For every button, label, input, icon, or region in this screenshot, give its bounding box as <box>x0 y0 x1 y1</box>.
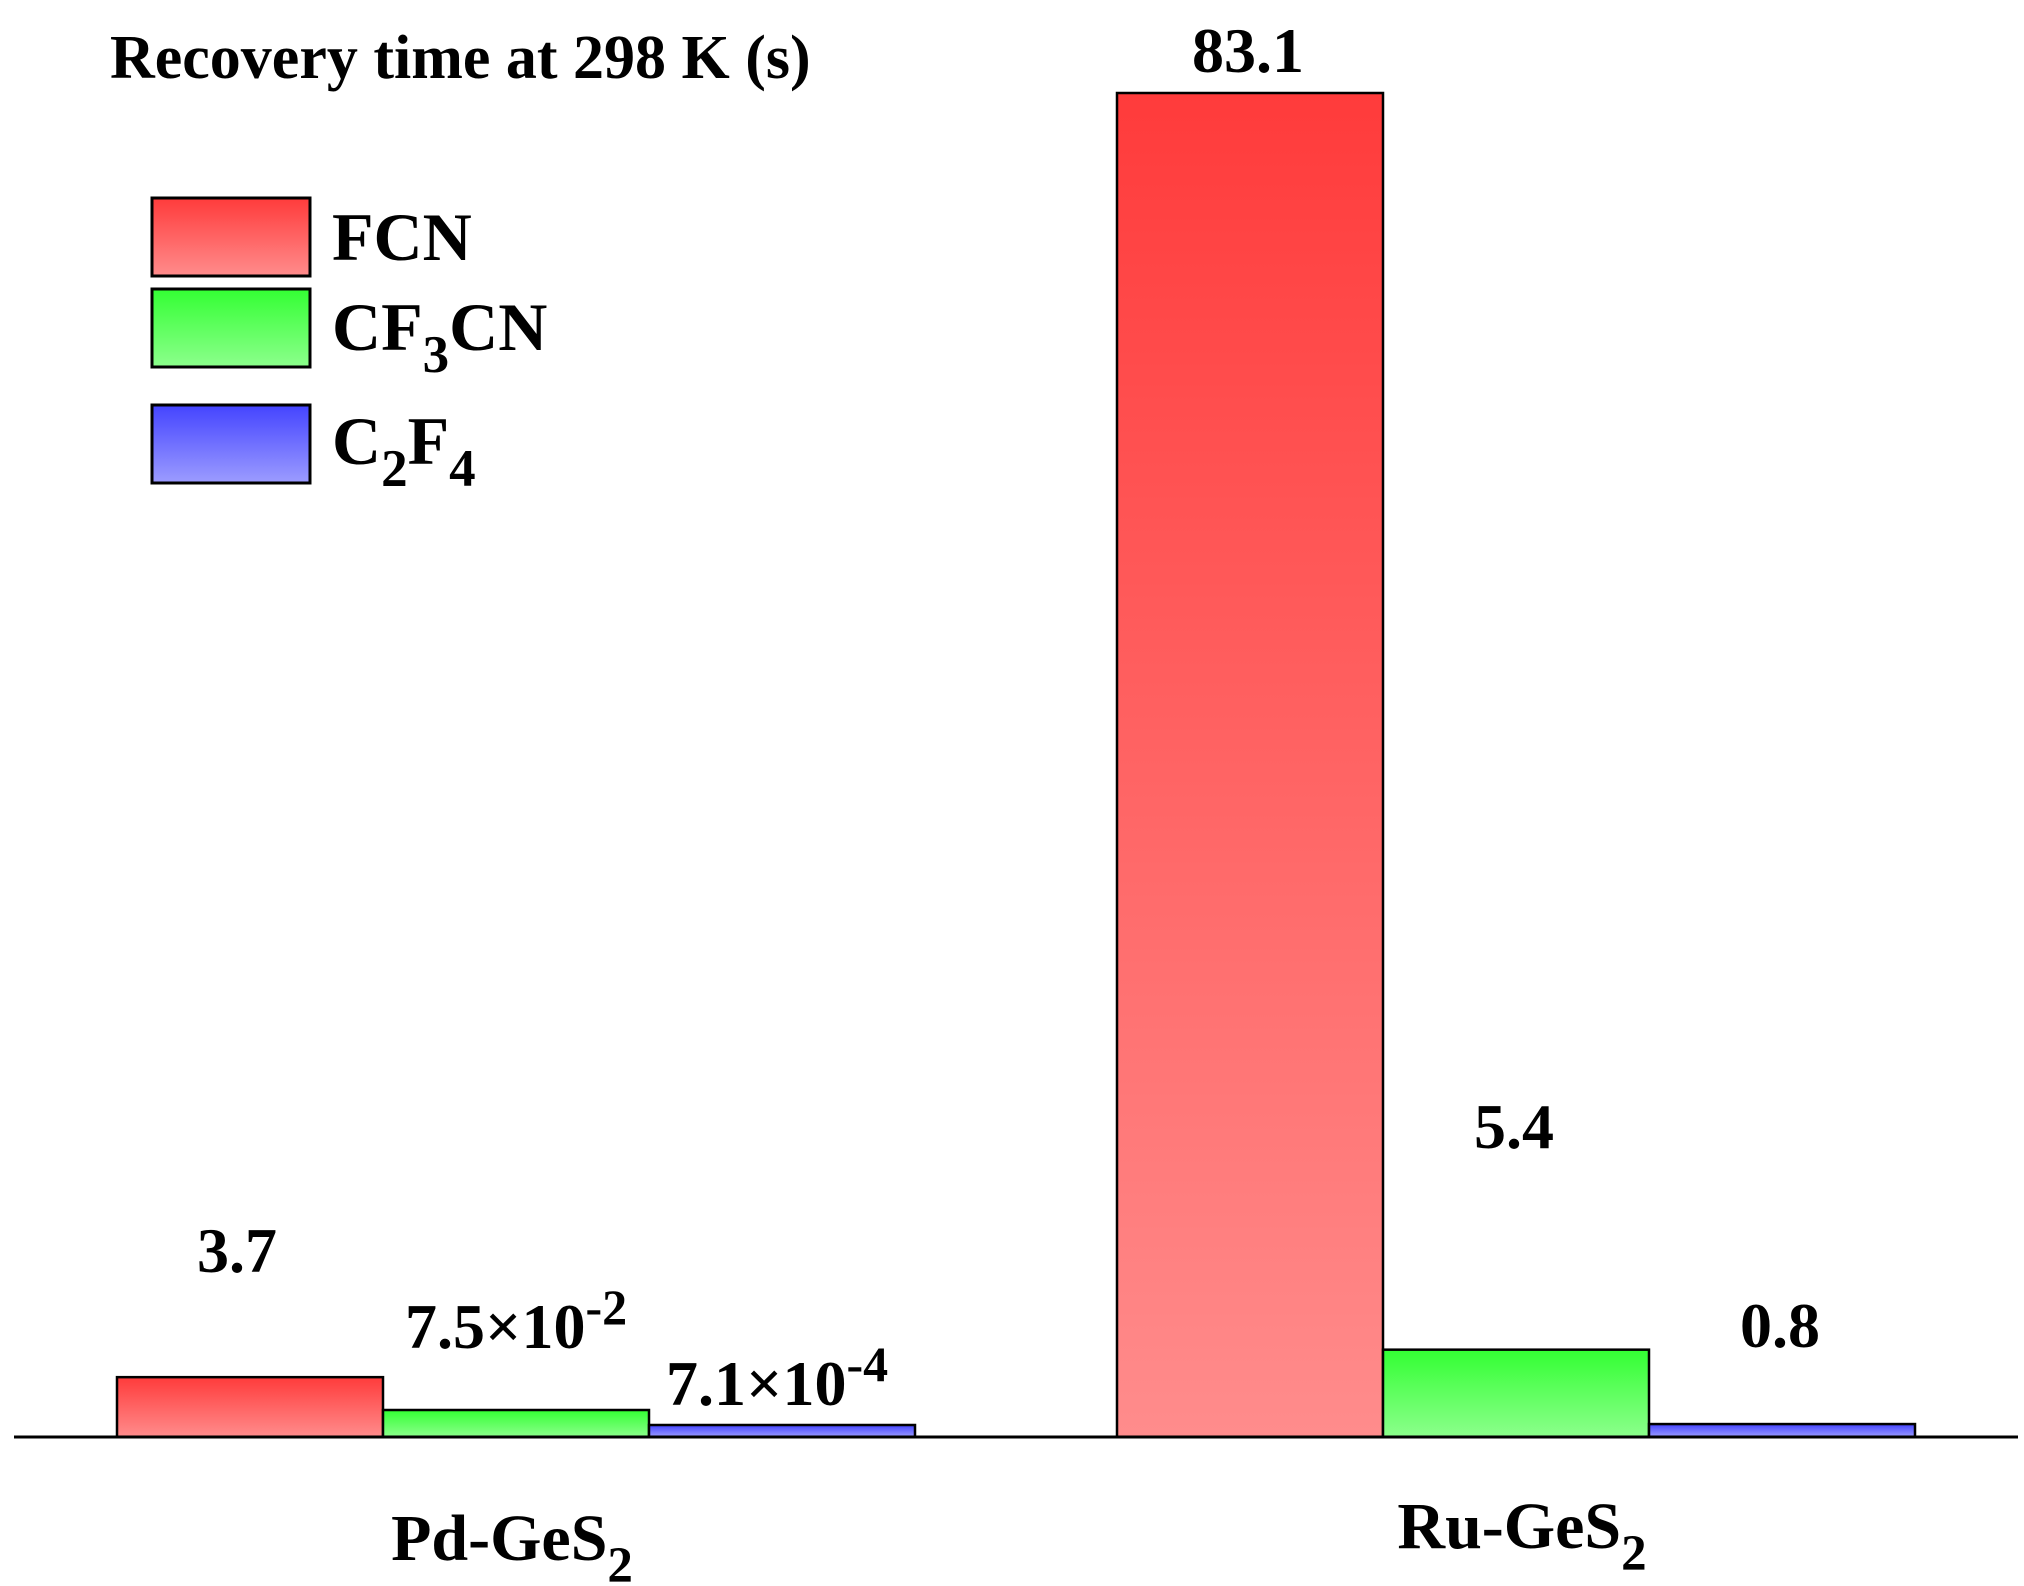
legend-swatch-cf3cn <box>150 287 312 369</box>
bar-ru-ges-fcn <box>1115 91 1385 1439</box>
value-labels: 3.7 7.5×10-2 7.1×10-4 83.1 5.4 0.8 <box>197 15 1820 1419</box>
legend-swatch-c2f4 <box>150 403 312 485</box>
bar-pd-ges-c2f4 <box>647 1423 917 1439</box>
bar-ru-ges-cf3cn <box>1381 1348 1651 1439</box>
legend-label-fcn: FCN <box>332 199 472 275</box>
value-label-ru-ges-cf3cn: 5.4 <box>1474 1091 1554 1162</box>
legend-label-cf3cn: CF3CN <box>332 289 547 384</box>
value-label-pd-ges-c2f4: 7.1×10-4 <box>666 1336 888 1419</box>
legend-label-c2f4: C2F4 <box>332 403 476 498</box>
bar-pd-ges-fcn <box>115 1375 385 1439</box>
chart-title: Recovery time at 298 K (s) <box>110 24 811 92</box>
bar-ru-ges-c2f4 <box>1647 1422 1917 1439</box>
value-label-pd-ges-cf3cn: 7.5×10-2 <box>405 1279 627 1362</box>
bar-pd-ges-cf3cn <box>381 1408 651 1439</box>
value-label-ru-ges-fcn: 83.1 <box>1192 15 1304 86</box>
category-label-pd-ges: Pd-GeS2 <box>391 1502 633 1586</box>
legend-swatch-fcn <box>150 196 312 278</box>
category-label-ru-ges: Ru-GeS2 <box>1397 1490 1646 1582</box>
value-label-ru-ges-c2f4: 0.8 <box>1740 1290 1820 1361</box>
legend: FCN CF3CN C2F4 <box>150 196 547 498</box>
category-labels: Pd-GeS2 Ru-GeS2 <box>391 1490 1647 1586</box>
bars <box>115 91 1917 1439</box>
value-label-pd-ges-fcn: 3.7 <box>197 1215 277 1286</box>
